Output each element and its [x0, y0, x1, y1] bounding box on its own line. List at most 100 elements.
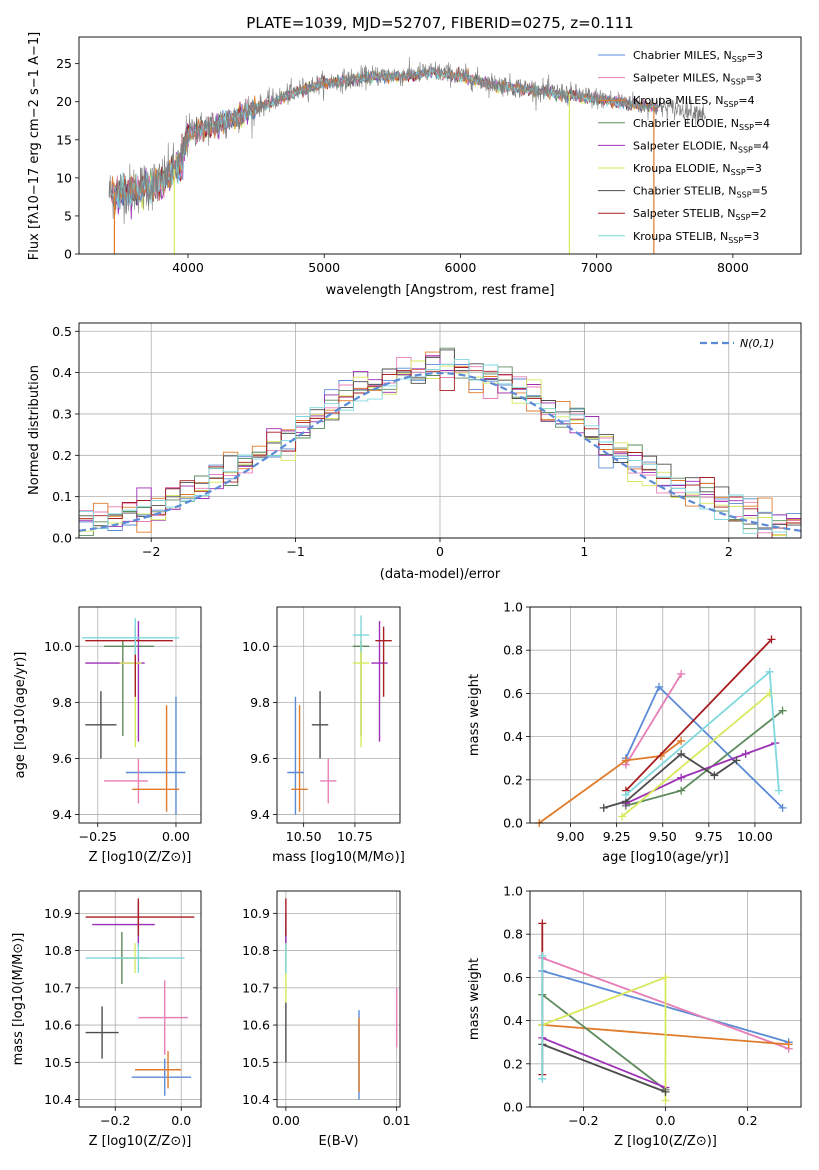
age_vs_mass-xtick-label: 10.75 — [337, 829, 373, 844]
mass_vs_Z-ytick-label: 10.9 — [44, 906, 72, 921]
weight_vs_age-ytick-label: 0.0 — [503, 816, 523, 831]
weight-marker — [538, 951, 547, 960]
spectrum-xtick-label: 6000 — [445, 260, 477, 275]
residuals-xtick-label: −2 — [142, 544, 160, 559]
weight_vs_Z-ylabel: mass weight — [467, 958, 482, 1040]
residuals-ytick-label: 0.5 — [52, 324, 72, 339]
weight-marker — [618, 812, 627, 821]
mass_vs_ebv-ytick-label: 10.4 — [242, 1092, 270, 1107]
age_vs_mass-ytick-label: 9.8 — [250, 695, 270, 710]
weight_vs_Z-frame — [529, 890, 802, 1108]
weight-marker — [677, 736, 686, 745]
weight_vs_Z-xlabel: Z [log10(Z/Z⊙)] — [614, 1134, 717, 1149]
mass_vs_Z-ylabel: mass [log10(M/M⊙)] — [11, 933, 26, 1066]
residuals-xtick-label: 1 — [580, 544, 588, 559]
weight_vs_age-ytick-label: 0.8 — [503, 643, 523, 658]
legend-entry: Salpeter ELODIE, NSSP=4 — [633, 139, 769, 154]
spectrum-xtick-label: 7000 — [581, 260, 613, 275]
age_vs_Z-xtick-label: −0.25 — [79, 829, 117, 844]
weight-marker — [677, 669, 686, 678]
weight-line — [625, 673, 682, 766]
weight-marker — [655, 682, 664, 691]
weight-line — [625, 638, 773, 792]
residuals-histograms — [79, 347, 801, 538]
weight_vs_Z-xtick-label: 0.0 — [656, 1113, 676, 1128]
weight-marker — [621, 756, 630, 765]
spectrum-xlabel: wavelength [Angstrom, rest frame] — [326, 283, 555, 298]
legend-entry: Kroupa STELIB, NSSP=3 — [633, 230, 759, 245]
mass_vs_Z-ytick-label: 10.7 — [44, 980, 72, 995]
spectrum-lines — [108, 57, 706, 254]
spectrum-ytick-label: 0 — [64, 247, 72, 262]
residuals-frame — [78, 322, 802, 539]
weight-marker — [732, 756, 741, 765]
weight_vs_Z-ytick-label: 0.0 — [503, 1100, 523, 1115]
age_vs_mass-errorbars — [287, 615, 392, 815]
weight_vs_age-ytick-label: 0.4 — [503, 729, 523, 744]
age_vs_Z-ytick-label: 9.4 — [52, 807, 72, 822]
weight_vs_Z-ytick-label: 1.0 — [503, 884, 523, 899]
age-vs-metallicity-panel: −0.25 0.00 9.4 9.6 9.8 10.0 Z [log10(Z/Z⊙)] age… — [13, 606, 202, 865]
residuals-ylabel: Normed distribution — [27, 365, 42, 495]
weight_vs_Z-xtick-label: 0.2 — [738, 1113, 758, 1128]
weight-marker — [661, 1087, 670, 1096]
age_vs_Z-frame — [78, 606, 202, 824]
mass_vs_ebv-ytick-label: 10.5 — [242, 1055, 270, 1070]
spectrum-ytick-label: 10 — [56, 170, 72, 185]
weight_vs_Z-ytick-label: 0.6 — [503, 970, 523, 985]
weight-marker — [661, 1096, 670, 1105]
mass_vs_ebv-xtick-label: 0.00 — [272, 1113, 300, 1128]
weight-marker — [677, 786, 686, 795]
age_vs_mass-ytick-label: 9.4 — [250, 807, 270, 822]
residuals-ytick-label: 0.2 — [52, 448, 72, 463]
mass_vs_Z-ytick-label: 10.8 — [44, 943, 72, 958]
mass_vs_ebv-frame — [276, 890, 401, 1108]
legend-entry: Salpeter MILES, NSSP=3 — [633, 72, 762, 87]
mass_vs_ebv-xlabel: E(B-V) — [318, 1134, 358, 1149]
residuals-ytick-label: 0.4 — [52, 365, 72, 380]
weight-vs-age-panel: 9.00 9.25 9.50 9.75 10.00 0.0 0.2 0.4 0.6 0.8 1.0 a… — [467, 600, 802, 865]
age_vs_mass-xtick-label: 10.50 — [286, 829, 322, 844]
mass-vs-ebv-panel: 0.00 0.01 10.4 10.5 10.6 10.7 10.8 10.9 E(B-V) — [242, 890, 411, 1149]
mass_vs_Z-ytick-label: 10.4 — [44, 1092, 72, 1107]
mass_vs_Z-xlabel: Z [log10(Z/Z⊙)] — [89, 1134, 192, 1149]
spectrum-ytick-label: 20 — [56, 94, 72, 109]
residuals-ytick-label: 0.3 — [52, 406, 72, 421]
mass_vs_Z-errorbars — [85, 898, 195, 1096]
weight-line — [541, 993, 667, 1091]
weight-marker — [741, 749, 750, 758]
residual-histogram — [79, 366, 801, 538]
spectrum-panel: PLATE=1039, MJD=52707, FIBERID=0275, z=0… — [27, 14, 802, 298]
weight-marker — [710, 771, 719, 780]
weight_vs_age-ytick-label: 1.0 — [503, 600, 523, 615]
age_vs_Z-ylabel: age [log10(age/yr)] — [13, 652, 28, 779]
legend-entry: Chabrier STELIB, NSSP=5 — [633, 185, 768, 200]
weight_vs_Z-ytick-label: 0.2 — [503, 1056, 523, 1071]
legend-entry: Chabrier ELODIE, NSSP=4 — [633, 117, 770, 132]
weight-marker — [778, 706, 787, 715]
gauss-legend-label: N(0,1) — [740, 337, 774, 350]
weight-line — [541, 1043, 666, 1093]
weight_vs_Z-ytick-label: 0.8 — [503, 927, 523, 942]
age_vs_Z-errorbars — [82, 618, 186, 815]
age_vs_mass-xlabel: mass [log10(M/M⊙)] — [272, 850, 405, 865]
legend-entry: Kroupa ELODIE, NSSP=3 — [633, 162, 762, 177]
age_vs_Z-xtick-label: 0.00 — [162, 829, 190, 844]
residuals-ytick-label: 0.1 — [52, 489, 72, 504]
spectrum-xtick-label: 5000 — [308, 260, 340, 275]
mass_vs_Z-grid — [79, 891, 201, 1107]
weight_vs_age-lines — [535, 635, 787, 827]
mass_vs_Z-ytick-label: 10.5 — [44, 1055, 72, 1070]
spectrum-legend: Chabrier MILES, NSSP=3 Salpeter MILES, NS… — [598, 49, 770, 245]
weight-marker — [538, 1074, 547, 1083]
spectrum-ytick-label: 15 — [56, 132, 72, 147]
residuals-plot-area: −2 −1 0 1 2 0.0 0.1 0.2 0.3 0.4 0.5 — [52, 323, 801, 559]
weight_vs_age-xtick-label: 9.50 — [649, 829, 677, 844]
weight_vs_Z-ytick-label: 0.4 — [503, 1013, 523, 1028]
weight_vs_age-ylabel: mass weight — [467, 674, 482, 756]
weight-marker — [765, 667, 774, 676]
spectrum-xtick-label: 8000 — [717, 260, 749, 275]
mass_vs_Z-frame — [78, 890, 202, 1108]
spectrum-ytick-label: 5 — [64, 208, 72, 223]
